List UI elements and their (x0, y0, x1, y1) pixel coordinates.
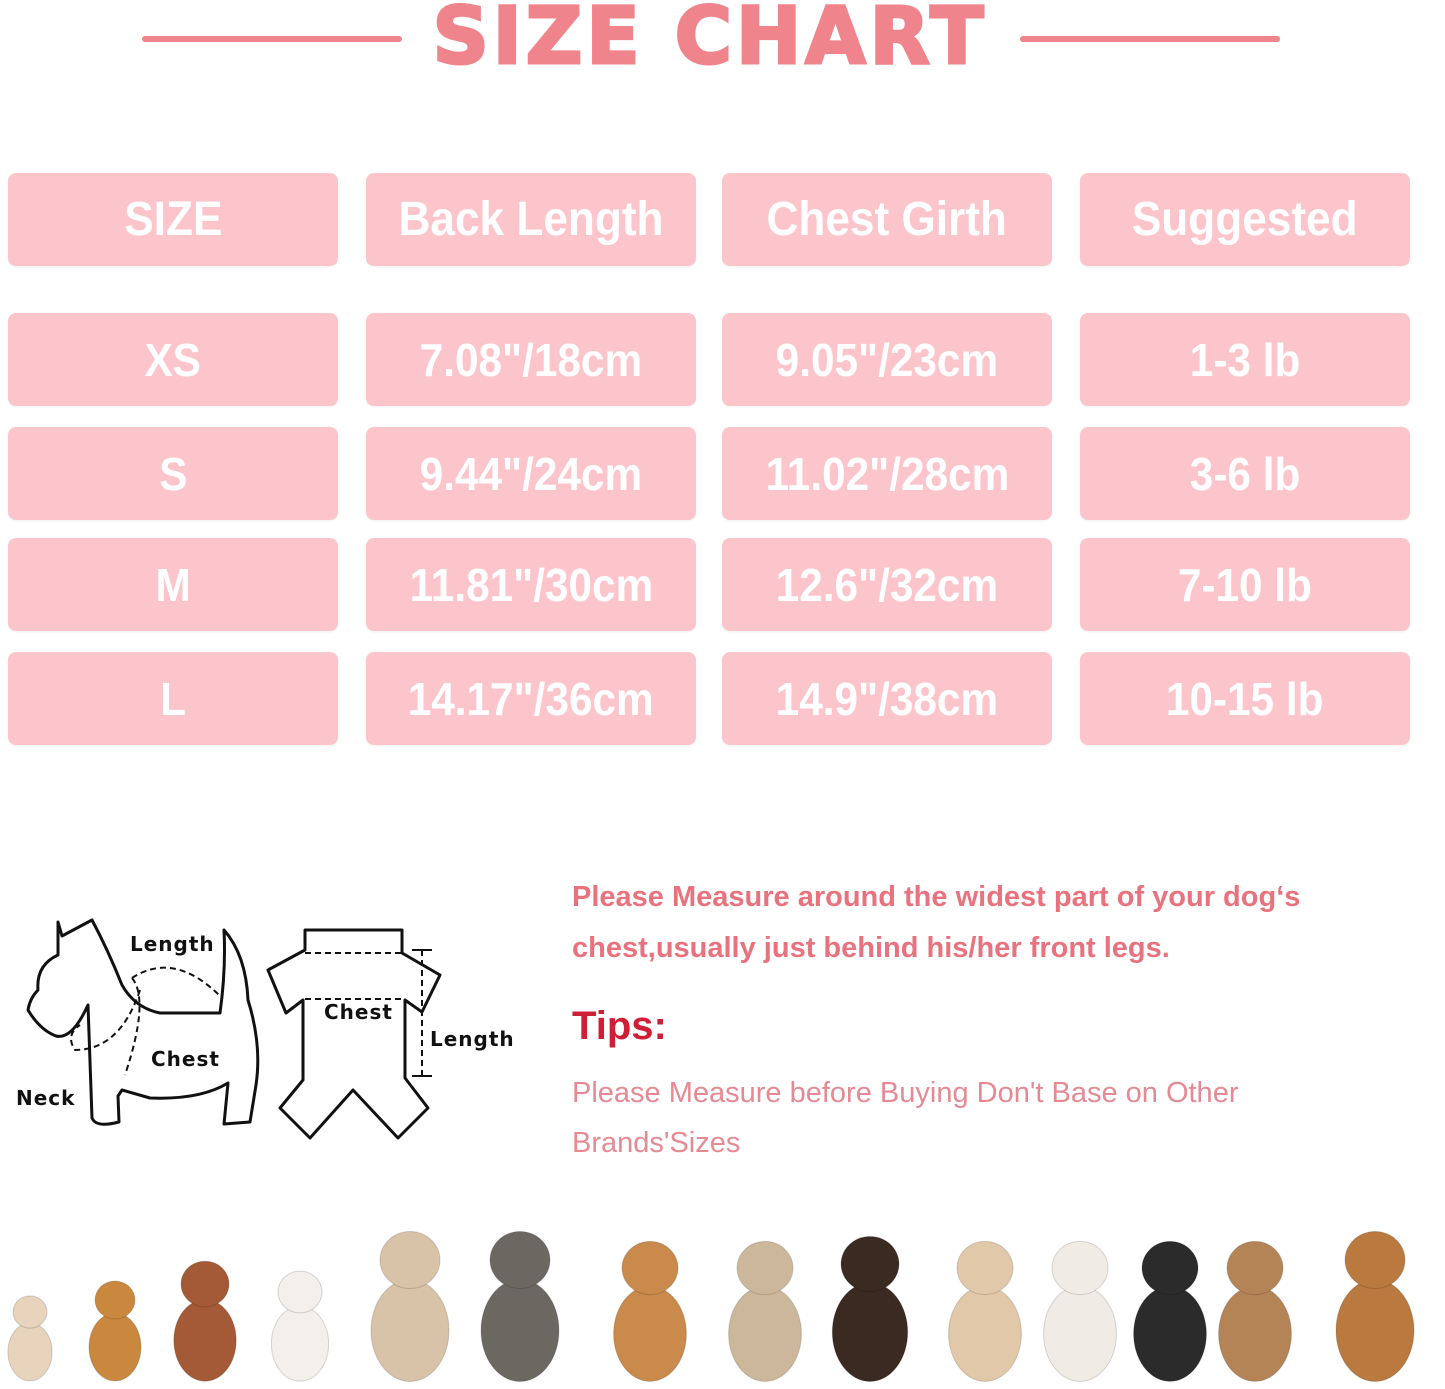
cell-text: 14.9"/38cm (775, 672, 999, 725)
cell-text: 11.02"/28cm (765, 447, 1009, 500)
header-cell: Back Length (366, 173, 696, 266)
cell-text: M (155, 558, 191, 611)
cell-text: L (160, 672, 186, 725)
cell-text: 3-6 lb (1189, 447, 1301, 500)
table-cell: 12.6"/32cm (722, 538, 1052, 631)
title-line-right (1020, 36, 1280, 42)
header-cell: Chest Girth (722, 173, 1052, 266)
cell-text: Chest Girth (766, 193, 1008, 246)
dog-photo-cavalier (831, 1235, 909, 1382)
dog-photo-boston-terrier (1133, 1240, 1207, 1382)
cell-text: 14.17"/36cm (408, 672, 654, 725)
cell-text: 11.81"/30cm (409, 558, 653, 611)
table-cell: 11.81"/30cm (366, 538, 696, 631)
cell-text: 9.05"/23cm (775, 333, 999, 386)
table-cell: S (8, 427, 338, 520)
cell-text: 10-15 lb (1166, 672, 1324, 725)
garment-outline (266, 928, 442, 1140)
dog-photo-chihuahua (7, 1295, 53, 1382)
cell-text: 1-3 lb (1189, 333, 1301, 386)
dog-photo-french-bulldog (1218, 1240, 1292, 1382)
table-cell: XS (8, 313, 338, 406)
dog-photo-shih-tzu (370, 1231, 450, 1382)
table-cell: 9.05"/23cm (722, 313, 1052, 406)
cell-text: Back Length (398, 193, 664, 246)
table-cell: 3-6 lb (1080, 427, 1410, 520)
tips-title: Tips: (572, 1004, 667, 1048)
dog-photo-cavapoo (613, 1240, 687, 1382)
cell-text: S (158, 447, 188, 500)
table-cell: 1-3 lb (1080, 313, 1410, 406)
cell-text: 9.44"/24cm (419, 447, 643, 500)
dog-photo-bichon (270, 1270, 330, 1382)
page-title: SIZE CHART (431, 0, 988, 84)
dog-photo-schnauzer (480, 1231, 560, 1382)
cell-text: SIZE (123, 193, 223, 246)
title-line-left (142, 36, 402, 42)
table-cell: 7-10 lb (1080, 538, 1410, 631)
dog-photo-poodle (173, 1260, 237, 1382)
garment-length-label: Length (430, 1027, 515, 1051)
dog-photo-pug (728, 1240, 802, 1382)
dog-photo-pomeranian (88, 1280, 142, 1382)
table-cell: 14.9"/38cm (722, 652, 1052, 745)
cell-text: 12.6"/32cm (775, 558, 999, 611)
tips-text: Please Measure before Buying Don't Base … (572, 1077, 1239, 1159)
dog-chest-label: Chest (151, 1047, 220, 1071)
table-cell: 14.17"/36cm (366, 652, 696, 745)
cell-text: XS (144, 333, 202, 386)
table-cell: 11.02"/28cm (722, 427, 1052, 520)
header-cell: Suggested (1080, 173, 1410, 266)
dog-photo-beagle (1335, 1231, 1415, 1382)
dog-photo-toy-poodle (948, 1240, 1022, 1382)
measure-note: Please Measure around the widest part of… (572, 881, 1301, 964)
dog-outline (26, 918, 260, 1126)
table-cell: 10-15 lb (1080, 652, 1410, 745)
header-cell: SIZE (8, 173, 338, 266)
table-cell: L (8, 652, 338, 745)
garment-chest-label: Chest (324, 1000, 393, 1024)
dog-length-label: Length (130, 932, 215, 956)
dog-neck-label: Neck (16, 1086, 76, 1110)
dog-photo-jack-russell (1043, 1240, 1117, 1382)
cell-text: 7-10 lb (1177, 558, 1313, 611)
table-cell: M (8, 538, 338, 631)
cell-text: Suggested (1132, 193, 1358, 246)
table-cell: 7.08"/18cm (366, 313, 696, 406)
measurement-diagram (26, 918, 442, 1140)
cell-text: 7.08"/18cm (419, 333, 643, 386)
table-cell: 9.44"/24cm (366, 427, 696, 520)
